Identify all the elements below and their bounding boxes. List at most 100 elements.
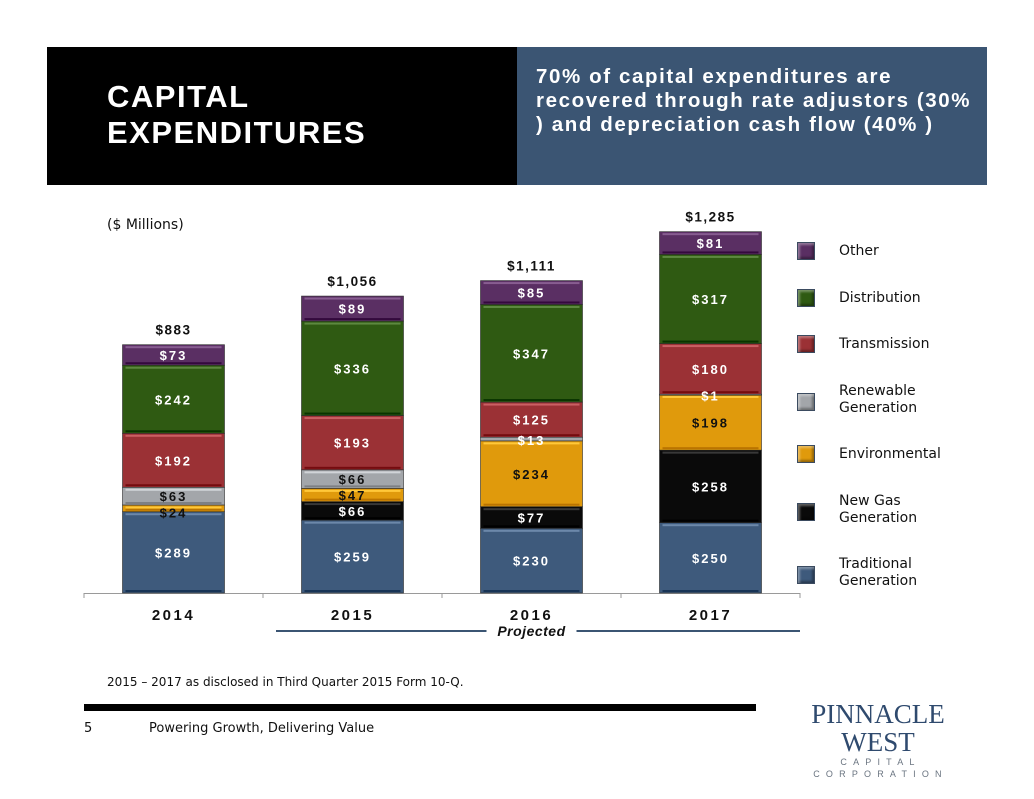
data-label: $89 (339, 302, 367, 317)
data-label: $77 (518, 510, 546, 525)
bar-segment-traditional-generation (480, 528, 583, 594)
bar-segment-shadow (662, 391, 759, 394)
bar-segment-transmission (301, 415, 404, 471)
data-label: $13 (518, 433, 546, 448)
bar-segment-other (301, 295, 404, 322)
legend-label: New Gas Generation (839, 493, 918, 526)
bar-segment-shadow (483, 301, 580, 304)
data-label: $193 (334, 436, 371, 451)
bar-segment-shadow (304, 498, 401, 501)
page-number: 5 (84, 721, 93, 736)
data-label: $180 (692, 362, 729, 377)
bar-segment-highlight (483, 282, 580, 285)
bar-segment-shadow (662, 447, 759, 450)
legend-label: Other (839, 243, 879, 259)
bar-segment-distribution (659, 254, 762, 344)
legend-item-new-gas-generation: New Gas Generation (797, 493, 917, 526)
bar-segment-shadow (483, 434, 580, 437)
bar-segment-other (122, 344, 225, 366)
bar-segment-highlight (662, 524, 759, 527)
data-label: $259 (334, 550, 371, 565)
legend-swatch (797, 242, 815, 260)
data-label: $250 (692, 551, 729, 566)
legend-item-environmental: Environmental (797, 445, 941, 463)
bar-segment-highlight (662, 451, 759, 454)
legend-swatch (797, 289, 815, 307)
data-label: $258 (692, 479, 729, 494)
legend-swatch (797, 445, 815, 463)
x-tick-label: 2014 (152, 607, 195, 624)
title-line-1: CAPITAL (107, 79, 250, 114)
total-label: $1,056 (327, 274, 377, 289)
legend-item-distribution: Distribution (797, 289, 921, 307)
bar-segment-traditional-generation (301, 519, 404, 594)
data-label: $242 (155, 392, 192, 407)
bar-segment-traditional-generation (122, 511, 225, 594)
subtitle-panel: 70% of capital expenditures are recovere… (517, 47, 987, 185)
projected-annotation: Projected (497, 623, 565, 639)
bar-segment-shadow (125, 501, 222, 504)
bar-segment-highlight (304, 503, 401, 506)
bar-segment-highlight (125, 513, 222, 516)
bar-segment-shadow (125, 508, 222, 511)
subtitle-text: 70% of capital expenditures are recovere… (536, 65, 972, 136)
bar-segment-shadow (483, 525, 580, 528)
bar-segment-shadow (483, 590, 580, 592)
x-tick-label: 2016 (510, 607, 553, 624)
data-label: $85 (518, 286, 546, 301)
bar-segment-shadow (304, 517, 401, 520)
bar-segment-distribution (480, 304, 583, 403)
data-label: $198 (692, 415, 729, 430)
bar-segment-other (659, 231, 762, 255)
total-label: $1,111 (507, 259, 556, 274)
page-title: CAPITAL EXPENDITURES (107, 79, 366, 151)
logo-wordmark: PINNACLE WEST (811, 699, 945, 757)
bar-segment-distribution (122, 364, 225, 434)
data-label: $66 (339, 504, 367, 519)
bar-segment-shadow (662, 340, 759, 343)
legend-label: Traditional Generation (839, 556, 918, 589)
bar-segment-shadow (662, 590, 759, 592)
bar-segment-highlight (125, 366, 222, 369)
bar-segment-highlight (483, 508, 580, 511)
bar-segment-transmission (480, 401, 583, 438)
legend-item-renewable-generation: Renewable Generation (797, 383, 917, 416)
bar-segment-highlight (304, 471, 401, 474)
bar-segment-highlight (125, 506, 222, 509)
bar-segment-highlight (125, 488, 222, 491)
footnote: 2015 – 2017 as disclosed in Third Quarte… (107, 675, 464, 689)
bar-segment-highlight (304, 489, 401, 492)
legend-label: Transmission (839, 336, 930, 352)
bar-segment-highlight (304, 322, 401, 325)
bar-segment-shadow (304, 466, 401, 469)
data-label: $47 (339, 488, 367, 503)
bar-segment-highlight (483, 403, 580, 406)
footer-divider (84, 704, 756, 711)
bar-segment-highlight (304, 417, 401, 420)
title-panel: CAPITAL EXPENDITURES (47, 47, 517, 185)
total-label: $883 (155, 323, 191, 338)
data-label: $24 (160, 505, 188, 520)
data-label: $230 (513, 554, 550, 569)
bar-segment-highlight (662, 255, 759, 258)
bar-segment-shadow (662, 251, 759, 254)
data-label: $289 (155, 545, 192, 560)
data-label: $234 (513, 467, 550, 482)
total-label: $1,285 (685, 210, 735, 225)
bar-segment-shadow (304, 590, 401, 592)
bar-segment-traditional-generation (659, 522, 762, 594)
bar-segment-other (480, 280, 583, 305)
data-label: $73 (160, 348, 188, 363)
bar-segment-highlight (304, 521, 401, 524)
bar-segment-shadow (125, 590, 222, 592)
legend-label: Environmental (839, 446, 941, 462)
bar-segment-shadow (304, 485, 401, 488)
data-label: $192 (155, 453, 192, 468)
data-label: $63 (160, 489, 188, 504)
bar-segment-shadow (125, 430, 222, 433)
legend-item-traditional-generation: Traditional Generation (797, 556, 917, 589)
bar-segment-transmission (122, 432, 225, 488)
x-tick-label: 2017 (689, 607, 732, 624)
legend-swatch (797, 335, 815, 353)
